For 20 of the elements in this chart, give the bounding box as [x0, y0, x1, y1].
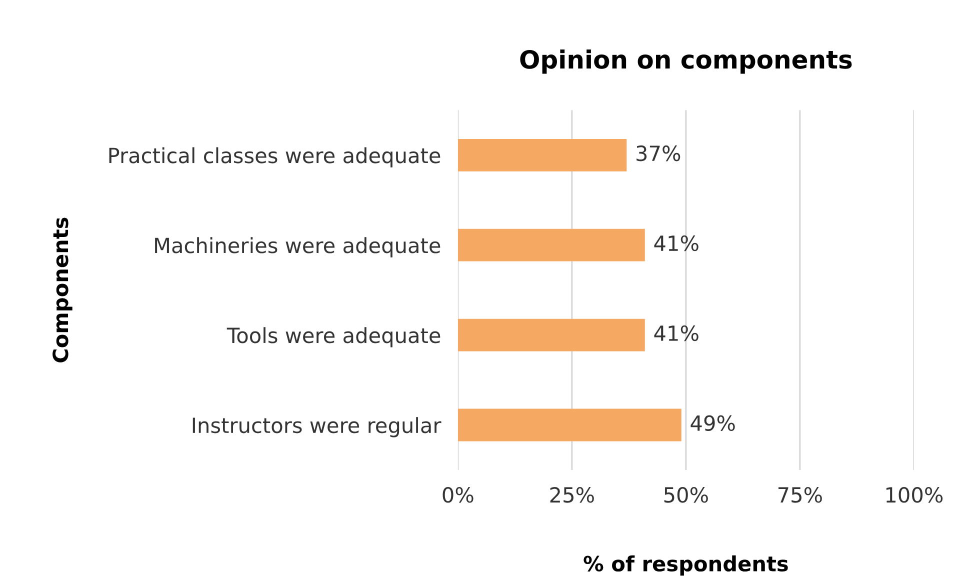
y-tick-label: Machineries were adequate	[155, 237, 440, 258]
x-tick-label: 100%	[886, 487, 943, 503]
data-label: 37%	[636, 145, 680, 162]
bar	[458, 318, 645, 352]
x-axis-title: % of respondents	[584, 555, 788, 576]
bar	[458, 228, 645, 262]
x-tick-label: 25%	[550, 487, 594, 503]
data-label: 41%	[654, 235, 698, 252]
bar	[458, 408, 682, 442]
y-axis-title: Components	[52, 218, 72, 362]
bar	[458, 138, 627, 172]
chart-title: Opinion on components	[520, 50, 852, 74]
x-tick-label: 75%	[778, 487, 822, 503]
y-tick-label: Tools were adequate	[226, 327, 440, 348]
y-tick-label: Instructors were regular	[192, 417, 442, 438]
x-tick-label: 0%	[442, 487, 474, 503]
y-tick-label: Practical classes were adequate	[109, 147, 440, 168]
data-label: 49%	[690, 415, 735, 432]
data-label: 41%	[654, 325, 698, 342]
x-tick-label: 50%	[664, 487, 708, 503]
